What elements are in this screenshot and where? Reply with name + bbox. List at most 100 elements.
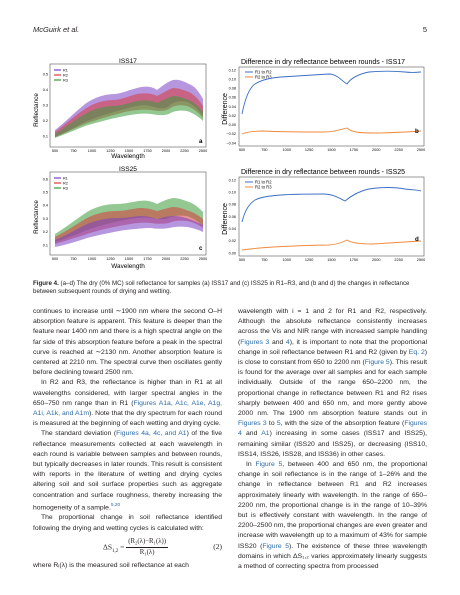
figure-link[interactable]: 4 <box>285 338 290 346</box>
y-tick-label: 0.5 <box>43 191 48 195</box>
x-tick-label: 1000 <box>283 258 291 262</box>
x-tick-label: 2250 <box>180 257 188 261</box>
equation-link[interactable]: Eq. 2 <box>408 348 425 356</box>
legend-label-r2-to-r3: R2 to R3 <box>255 184 272 189</box>
y-tick-label: 0.12 <box>229 178 236 182</box>
figure-link[interactable]: Figures 4a, 4c, and A1 <box>116 430 187 438</box>
x-tick-label: 1500 <box>327 258 335 262</box>
caption-label: Figure 4. <box>33 280 59 287</box>
figure-link[interactable]: A1 <box>261 430 270 438</box>
y-tick-label: 0.06 <box>229 215 236 219</box>
panel-d-ylabel: Difference <box>222 203 229 235</box>
y-tick-label: 0.5 <box>43 72 48 76</box>
panel-c-xticks: 500 750 1000 1250 1500 1750 2000 2250 2500 <box>52 257 207 261</box>
line-r2-to-r3 <box>241 239 422 251</box>
x-tick-label: 1000 <box>283 148 291 152</box>
panel-b-xticks: 500 750 1000 1250 1500 1750 2000 2250 2500 <box>239 148 425 152</box>
panel-a-ylabel: Reflectance <box>33 93 40 127</box>
legend-label-r1: R1 <box>63 176 68 180</box>
panel-a-xlabel: Wavelength <box>111 153 145 160</box>
equation-2: ΔS1,2 = (R₂(λ)−R₁(λ)) R₁(λ) (2) <box>103 537 222 556</box>
line-r2-to-r3 <box>241 127 422 135</box>
legend-label-r2: R2 <box>63 181 68 185</box>
x-tick-label: 500 <box>239 148 245 152</box>
panel-a: ISS17 Reflectance 0.1 0.2 0.3 0.4 0.5 500 750… <box>33 58 207 160</box>
x-tick-label: 750 <box>261 258 267 262</box>
x-tick-label: 2500 <box>417 258 425 262</box>
y-tick-label: 0.6 <box>43 177 48 181</box>
y-tick-label: 0.3 <box>43 217 48 221</box>
caption-text: (a–d) The dry (0% MC) soil reflectance f… <box>33 280 410 296</box>
reference-link[interactable]: 5,20 <box>110 502 121 508</box>
x-tick-label: 2000 <box>372 148 380 152</box>
panel-a-title: ISS17 <box>119 58 137 65</box>
y-tick-label: 0.08 <box>229 87 236 91</box>
figure-link[interactable]: Figures 4 <box>238 420 427 438</box>
panel-c-ylabel: Reflectance <box>33 200 40 234</box>
panel-d-yticks: 0.12 0.10 0.08 0.06 0.04 0.02 0.00 <box>229 178 236 255</box>
x-tick-label: 2500 <box>199 257 207 261</box>
panel-a-xticks: 500 750 1000 1250 1500 1750 2000 2250 2500 <box>52 149 207 153</box>
panel-c: ISS25 Reflectance 0.1 0.2 0.3 0.4 0.5 0.6 500… <box>33 166 207 270</box>
legend-label-r1-to-r2: R1 to R2 <box>255 69 272 74</box>
x-tick-label: 2000 <box>162 149 170 153</box>
y-tick-label: 0.4 <box>43 204 48 208</box>
x-tick-label: 1500 <box>327 148 335 152</box>
paragraph: The proportional change in soil reflecta… <box>33 514 222 532</box>
x-tick-label: 750 <box>70 149 76 153</box>
figure-link[interactable]: Figure 5 <box>364 359 390 367</box>
x-tick-label: 1000 <box>88 149 96 153</box>
y-tick-label: 0.02 <box>229 114 236 118</box>
x-tick-label: 1250 <box>305 148 313 152</box>
y-tick-label: −0.04 <box>226 141 236 145</box>
panel-d-letter: d <box>415 236 419 243</box>
running-header-authors: McGuirk et al. <box>33 25 80 34</box>
legend-label-r1: R1 <box>63 68 68 72</box>
x-tick-label: 1750 <box>350 258 358 262</box>
paragraph: In Figure 5, between 400 and 650 nm, the… <box>238 461 428 571</box>
panel-b-frame <box>238 66 425 147</box>
right-column: wavelength with i = 1 and 2 for R1 and R… <box>238 307 427 572</box>
y-tick-label: 0.1 <box>43 243 48 247</box>
figure-4: ISS17 Reflectance 0.1 0.2 0.3 0.4 0.5 500 750… <box>33 58 425 270</box>
panel-b-title: Difference in dry reflectance between ro… <box>241 59 405 66</box>
x-tick-label: 750 <box>70 257 76 261</box>
x-tick-label: 2000 <box>372 258 380 262</box>
panel-d-legend: R1 to R2 R2 to R3 <box>245 179 272 189</box>
x-tick-label: 1500 <box>125 149 133 153</box>
x-tick-label: 1250 <box>106 149 114 153</box>
y-tick-label: 0.3 <box>43 103 48 107</box>
y-tick-label: 0.08 <box>229 203 236 207</box>
panel-a-legend: R1 R2 R3 <box>54 68 68 82</box>
figure-link[interactable]: 5 <box>276 420 281 428</box>
line-r1-to-r2 <box>241 187 422 223</box>
y-tick-label: 0.00 <box>229 123 236 127</box>
y-tick-label: 0.06 <box>229 96 236 100</box>
panel-c-spectra <box>55 198 203 247</box>
figure-link[interactable]: Figure 5 <box>262 542 289 550</box>
panel-c-xlabel: Wavelength <box>111 263 145 270</box>
panel-b-legend: R1 to R2 R2 to R3 <box>245 69 272 79</box>
y-tick-label: 0.02 <box>229 239 236 243</box>
figure-link[interactable]: Figures 3 <box>238 420 267 428</box>
panel-d-frame <box>238 176 425 257</box>
figure-link[interactable]: Figures 3 <box>240 338 270 346</box>
x-tick-label: 1250 <box>106 257 114 261</box>
x-tick-label: 2250 <box>180 149 188 153</box>
paragraph: In R2 and R3, the reflectance is higher … <box>33 379 223 428</box>
x-tick-label: 500 <box>52 257 58 261</box>
y-tick-label: 0.04 <box>229 227 236 231</box>
band-r2 <box>55 207 203 244</box>
x-tick-label: 1750 <box>350 148 358 152</box>
figure-link[interactable]: Figures A1a, A1c, A1e, A1g, A1i, A1k, an… <box>33 399 223 418</box>
x-tick-label: 2500 <box>199 149 207 153</box>
x-tick-label: 750 <box>261 148 267 152</box>
figure-link[interactable]: Figure 5 <box>255 461 283 469</box>
panel-c-yticks: 0.1 0.2 0.3 0.4 0.5 0.6 <box>43 177 48 247</box>
x-tick-label: 2250 <box>394 148 402 152</box>
panel-a-yticks: 0.1 0.2 0.3 0.4 0.5 <box>43 72 48 138</box>
paragraph: where Rᵢ(λ) is the measured soil reflect… <box>33 562 189 570</box>
band-r3 <box>55 96 203 138</box>
page-number: 5 <box>422 25 427 34</box>
x-tick-label: 500 <box>52 149 58 153</box>
